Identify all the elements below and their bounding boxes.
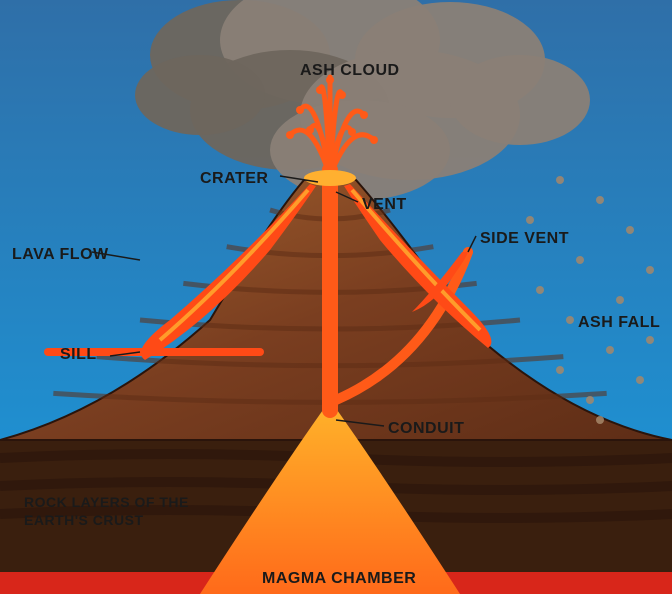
- crater: [304, 170, 356, 186]
- label-side-vent: SIDE VENT: [480, 230, 569, 248]
- label-ash-cloud: ASH CLOUD: [300, 62, 400, 80]
- label-rock-layers2: EARTH'S CRUST: [24, 512, 144, 528]
- label-conduit: CONDUIT: [388, 420, 464, 438]
- label-lava-flow: LAVA FLOW: [12, 246, 109, 264]
- label-sill: SILL: [60, 346, 97, 364]
- label-ash-fall: ASH FALL: [578, 314, 660, 332]
- label-rock-layers1: ROCK LAYERS OF THE: [24, 494, 189, 510]
- label-magma-chamber: MAGMA CHAMBER: [262, 570, 416, 588]
- label-crater: CRATER: [200, 170, 268, 188]
- label-vent: VENT: [362, 196, 407, 214]
